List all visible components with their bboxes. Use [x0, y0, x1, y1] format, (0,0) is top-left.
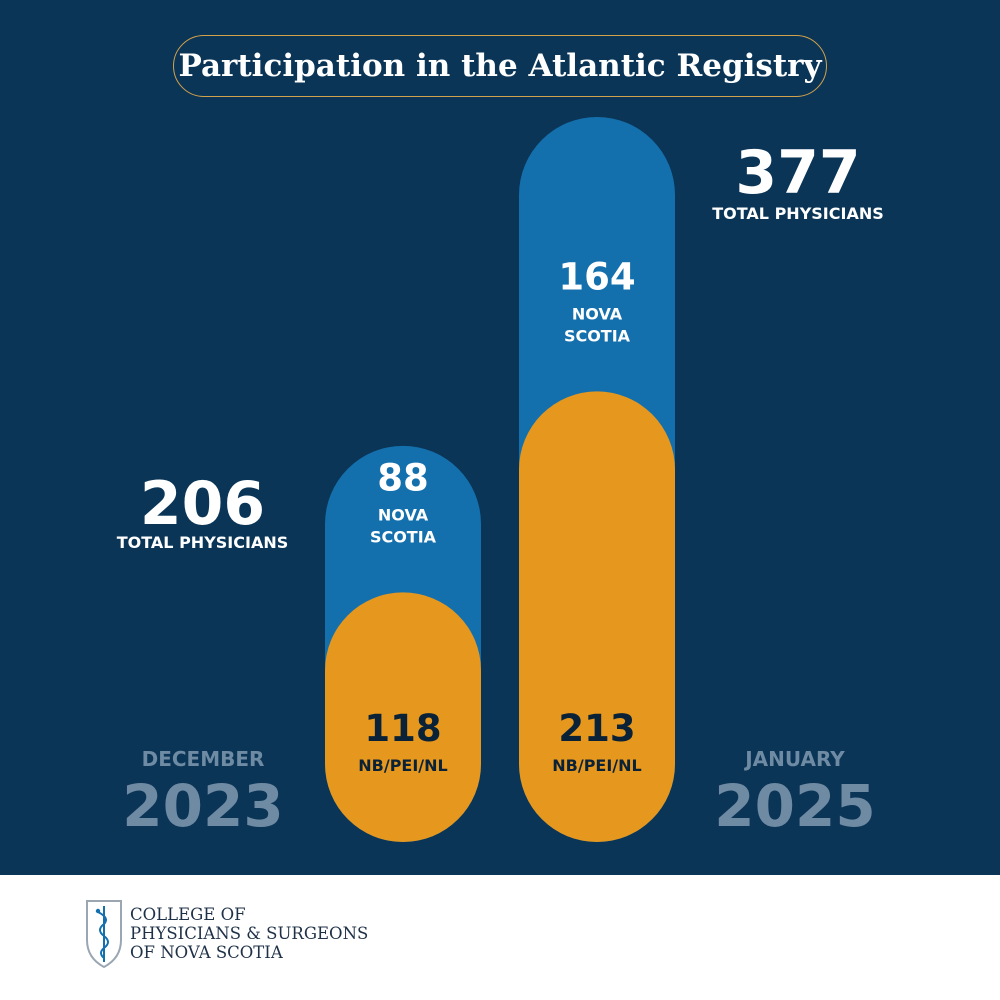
series-label-nb-pei-nl: NB/PEI/NL — [358, 756, 447, 775]
total-value-2023: 206 — [139, 469, 266, 539]
chart-area: 88 NOVA SCOTIA 118 NB/PEI/NL 164 NOVA SCOTIA 213… — [325, 117, 675, 842]
period-year-2023: 2023 — [122, 772, 284, 840]
title-pill: Participation in the Atlantic Registry — [173, 35, 827, 97]
series-label-nova-scotia: NOVA — [378, 505, 429, 524]
total-value-2025: 377 — [735, 138, 861, 208]
logo-wordmark: COLLEGE OF PHYSICIANS & SURGEONS OF NOVA… — [130, 905, 368, 962]
data-label-nova-scotia: 164 — [558, 255, 635, 298]
data-label-nova-scotia: 88 — [377, 456, 429, 499]
series-label-nova-scotia: SCOTIA — [370, 527, 437, 546]
logo-line: COLLEGE OF — [130, 905, 246, 924]
footer — [0, 875, 1000, 1000]
data-label-nb-pei-nl: 118 — [364, 707, 441, 750]
bar-nb-pei-nl — [519, 391, 675, 842]
series-label-nova-scotia: SCOTIA — [564, 326, 631, 345]
period-year-2025: 2025 — [714, 772, 876, 840]
infographic-panel — [0, 0, 1000, 875]
total-label-2025: TOTAL PHYSICIANS — [712, 204, 884, 223]
data-label-nb-pei-nl: 213 — [558, 707, 635, 750]
series-label-nova-scotia: NOVA — [572, 304, 623, 323]
period-month-2025: JANUARY — [745, 747, 845, 771]
series-label-nb-pei-nl: NB/PEI/NL — [552, 756, 641, 775]
chart-title: Participation in the Atlantic Registry — [178, 48, 822, 84]
total-label-2023: TOTAL PHYSICIANS — [116, 533, 289, 552]
logo-line: OF NOVA SCOTIA — [130, 943, 283, 962]
bar-nb-pei-nl — [325, 592, 481, 842]
logo-line: PHYSICIANS & SURGEONS — [130, 924, 369, 943]
caduceus-shield-icon — [86, 900, 122, 969]
period-month-2023: DECEMBER — [141, 747, 265, 771]
